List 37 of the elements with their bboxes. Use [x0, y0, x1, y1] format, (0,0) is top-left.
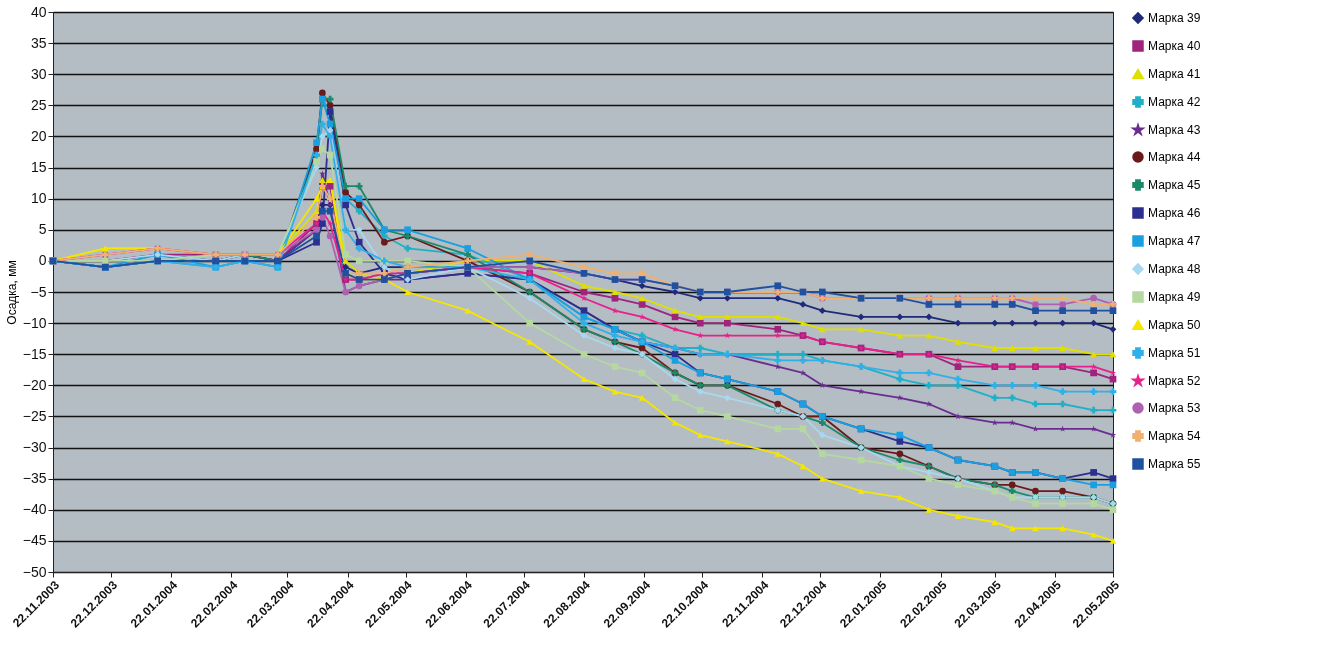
y-tick-label: −30 [22, 439, 47, 456]
y-tick-label: 20 [30, 127, 47, 144]
legend-label: Марка 54 [1148, 429, 1201, 443]
y-tick-label: −10 [22, 314, 47, 331]
y-tick-label: −15 [22, 345, 47, 362]
legend-label: Марка 46 [1148, 206, 1201, 220]
legend-label: Марка 45 [1148, 178, 1201, 192]
y-tick-label: −20 [22, 376, 47, 393]
y-tick-label: 15 [30, 159, 47, 176]
y-tick-label: −35 [22, 470, 47, 487]
legend-label: Марка 41 [1148, 67, 1201, 81]
y-tick-label: 10 [30, 190, 47, 207]
legend-label: Марка 43 [1148, 123, 1201, 137]
legend-label: Марка 39 [1148, 11, 1201, 25]
y-tick-label: −5 [30, 283, 47, 300]
y-tick-label: −25 [22, 407, 47, 424]
y-tick-label: −50 [22, 563, 47, 580]
y-tick-label: 25 [30, 96, 47, 113]
legend-label: Марка 50 [1148, 318, 1201, 332]
y-tick-label: 30 [30, 65, 47, 82]
y-axis-title: Осадка, мм [4, 260, 19, 325]
legend-label: Марка 51 [1148, 346, 1201, 360]
legend-label: Марка 49 [1148, 290, 1201, 304]
y-tick-label: 5 [38, 221, 47, 238]
legend-label: Марка 44 [1148, 150, 1201, 164]
y-tick-label: 35 [30, 34, 47, 51]
legend-label: Марка 52 [1148, 374, 1201, 388]
y-tick-label: −40 [22, 501, 47, 518]
legend-label: Марка 47 [1148, 234, 1201, 248]
y-tick-label: −45 [22, 532, 47, 549]
legend-label: Марка 55 [1148, 457, 1201, 471]
legend-label: Марка 42 [1148, 95, 1201, 109]
legend-label: Марка 48 [1148, 262, 1201, 276]
y-tick-label: 0 [38, 252, 47, 269]
legend-label: Марка 53 [1148, 401, 1201, 415]
legend-label: Марка 40 [1148, 39, 1201, 53]
y-tick-label: 40 [30, 3, 47, 20]
